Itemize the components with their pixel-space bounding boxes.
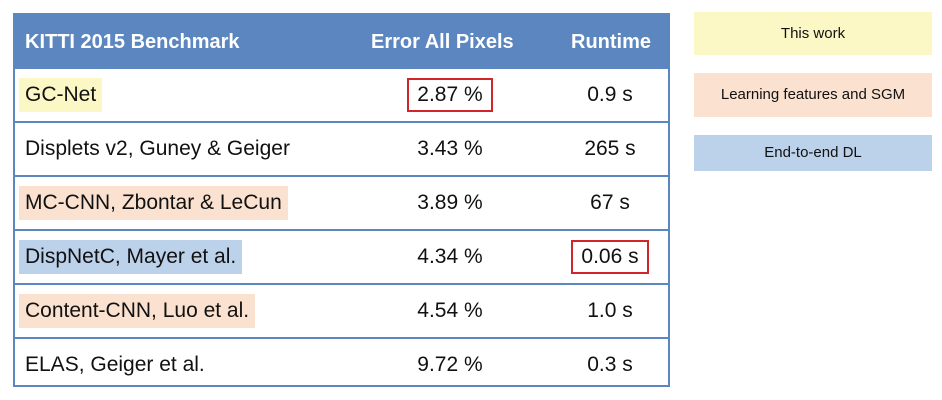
runtime-cell: 265 s	[555, 123, 665, 175]
runtime-cell: 0.3 s	[555, 339, 665, 391]
method-label: DispNetC, Mayer et al.	[19, 240, 243, 274]
legend-end-to-end: End-to-end DL	[694, 135, 932, 171]
table-row: Content-CNN, Luo et al. 4.54 % 1.0 s	[15, 285, 668, 339]
runtime-value: 1.0 s	[587, 299, 633, 322]
error-cell: 9.72 %	[375, 339, 525, 391]
error-cell: 3.89 %	[375, 177, 525, 229]
runtime-value: 265 s	[584, 137, 636, 160]
runtime-cell: 1.0 s	[555, 285, 665, 337]
error-cell: 3.43 %	[375, 123, 525, 175]
error-value: 3.89 %	[417, 191, 483, 214]
method-label: MC-CNN, Zbontar & LeCun	[19, 186, 288, 220]
error-cell: 4.54 %	[375, 285, 525, 337]
legend-this-work: This work	[694, 12, 932, 55]
method-cell: Content-CNN, Luo et al.	[15, 285, 256, 337]
error-cell: 4.34 %	[375, 231, 525, 283]
table-row: ELAS, Geiger et al. 9.72 % 0.3 s	[15, 339, 668, 393]
method-label: Displets v2, Guney & Geiger	[25, 137, 290, 160]
method-cell: GC-Net	[15, 69, 103, 121]
table-row: GC-Net 2.87 % 0.9 s	[15, 69, 668, 123]
table-header: KITTI 2015 Benchmark Error All Pixels Ru…	[15, 15, 668, 69]
method-cell: MC-CNN, Zbontar & LeCun	[15, 177, 288, 229]
error-value: 4.54 %	[417, 299, 483, 322]
header-benchmark: KITTI 2015 Benchmark	[25, 31, 240, 53]
legend-learning-features: Learning features and SGM	[694, 73, 932, 117]
method-label: Content-CNN, Luo et al.	[19, 294, 256, 328]
method-label: ELAS, Geiger et al.	[25, 353, 205, 376]
runtime-value: 67 s	[590, 191, 630, 214]
error-value-highlighted: 2.87 %	[407, 78, 493, 112]
table-row: DispNetC, Mayer et al. 4.34 % 0.06 s	[15, 231, 668, 285]
runtime-value-highlighted: 0.06 s	[571, 240, 649, 274]
method-cell: DispNetC, Mayer et al.	[15, 231, 243, 283]
runtime-value: 0.3 s	[587, 353, 633, 376]
table-row: MC-CNN, Zbontar & LeCun 3.89 % 67 s	[15, 177, 668, 231]
method-cell: ELAS, Geiger et al.	[15, 339, 211, 391]
header-error: Error All Pixels	[371, 31, 514, 53]
error-value: 9.72 %	[417, 353, 483, 376]
runtime-cell: 0.06 s	[555, 231, 665, 283]
table-row: Displets v2, Guney & Geiger 3.43 % 265 s	[15, 123, 668, 177]
error-value: 4.34 %	[417, 245, 483, 268]
runtime-value: 0.9 s	[587, 83, 633, 106]
benchmark-table: KITTI 2015 Benchmark Error All Pixels Ru…	[13, 13, 670, 387]
header-runtime: Runtime	[571, 31, 651, 53]
runtime-cell: 67 s	[555, 177, 665, 229]
error-cell: 2.87 %	[375, 69, 525, 121]
method-cell: Displets v2, Guney & Geiger	[15, 123, 296, 175]
method-label: GC-Net	[19, 78, 103, 112]
runtime-cell: 0.9 s	[555, 69, 665, 121]
error-value: 3.43 %	[417, 137, 483, 160]
